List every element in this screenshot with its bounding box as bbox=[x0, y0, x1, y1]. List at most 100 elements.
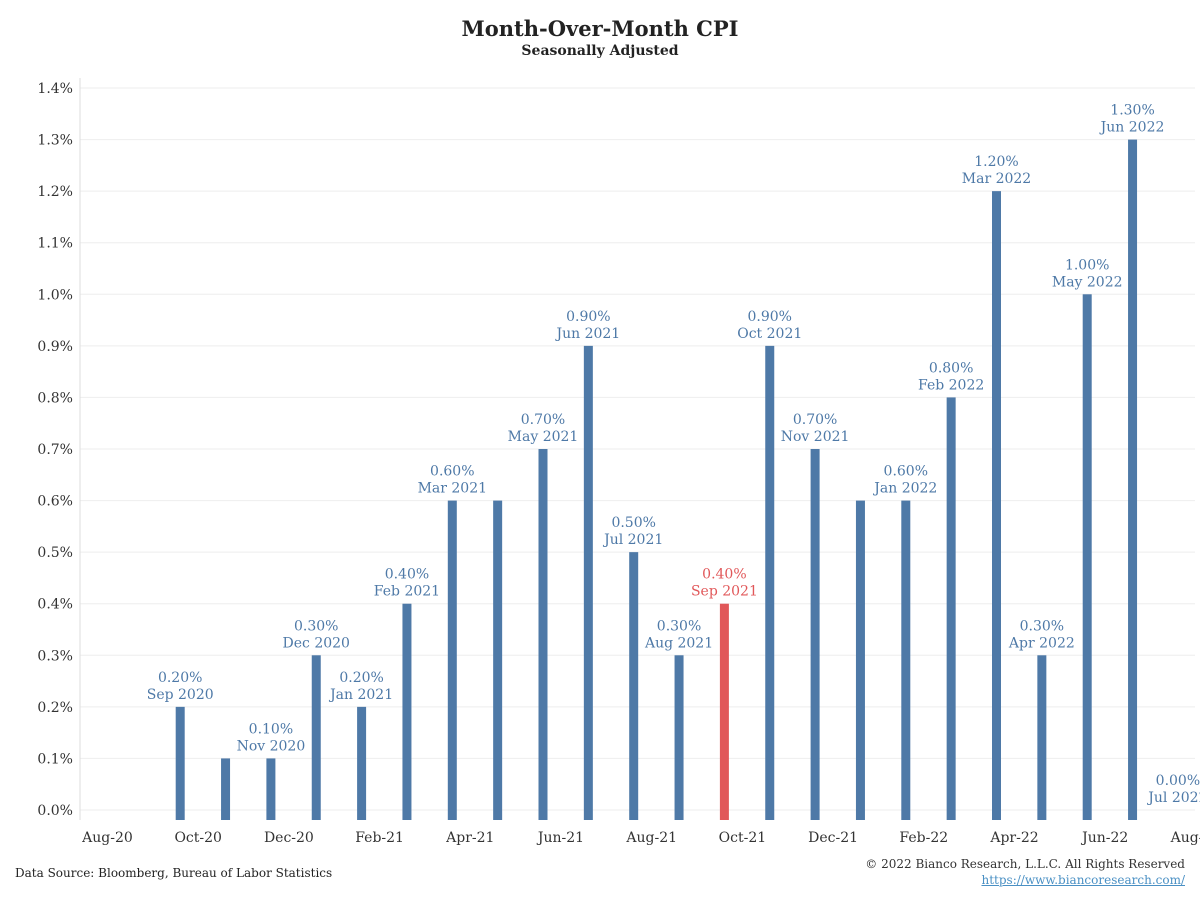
x-tick-label: Oct-20 bbox=[174, 830, 222, 846]
y-tick-label: 0.3% bbox=[37, 648, 73, 664]
y-tick-label: 0.0% bbox=[37, 803, 73, 819]
bar-apr-2021 bbox=[493, 500, 503, 820]
bar-jun-2022 bbox=[1128, 139, 1138, 821]
chart-title: Month-Over-Month CPI bbox=[461, 16, 739, 41]
x-tick-label: Dec-20 bbox=[264, 830, 314, 846]
data-label-date: Jan 2022 bbox=[872, 481, 937, 497]
x-tick-label: Aug-21 bbox=[625, 830, 677, 846]
data-label-date: May 2022 bbox=[1052, 274, 1123, 290]
data-label-value: 0.40% bbox=[702, 567, 746, 583]
data-label-value: 0.30% bbox=[1020, 618, 1064, 634]
data-label-value: 0.30% bbox=[657, 618, 701, 634]
bar-feb-2021 bbox=[402, 603, 412, 820]
data-label-value: 0.70% bbox=[521, 412, 565, 428]
bar-may-2022 bbox=[1082, 294, 1092, 820]
y-tick-label: 1.3% bbox=[37, 133, 73, 149]
data-label-value: 0.40% bbox=[385, 567, 429, 583]
bar-mar-2022 bbox=[992, 191, 1001, 821]
y-tick-label: 1.2% bbox=[37, 184, 73, 200]
data-label-date: Sep 2021 bbox=[691, 584, 758, 600]
y-tick-label: 0.4% bbox=[37, 597, 73, 613]
y-tick-label: 0.8% bbox=[37, 390, 73, 406]
y-tick-label: 0.2% bbox=[37, 700, 73, 716]
bar-dec-2020 bbox=[311, 655, 321, 820]
data-label-value: 1.30% bbox=[1110, 103, 1154, 119]
copyright-note: © 2022 Bianco Research, L.L.C. All Right… bbox=[865, 857, 1185, 871]
x-tick-label: Apr-22 bbox=[989, 830, 1038, 846]
x-axis-ticks: Aug-20 Oct-20 Dec-20 Feb-21 Apr-21 Jun-21 Aug-… bbox=[81, 830, 1200, 846]
data-label-value: 0.90% bbox=[566, 309, 610, 325]
data-label-date: Feb 2022 bbox=[918, 377, 984, 393]
data-label-date: Apr 2022 bbox=[1008, 635, 1075, 651]
data-label-date: Mar 2021 bbox=[418, 481, 487, 497]
website-link[interactable]: https://www.biancoresearch.com/ bbox=[981, 873, 1185, 887]
x-tick-label: Dec-21 bbox=[808, 830, 858, 846]
bar-aug-2021 bbox=[674, 655, 684, 820]
data-label-value: 0.20% bbox=[339, 670, 383, 686]
data-label-date: Mar 2022 bbox=[962, 171, 1031, 187]
data-label-value: 0.00% bbox=[1156, 773, 1200, 789]
data-label-date: Sep 2020 bbox=[147, 687, 214, 703]
data-label-date: Dec 2020 bbox=[283, 635, 350, 651]
y-tick-label: 1.1% bbox=[37, 236, 73, 252]
data-label-value: 0.70% bbox=[793, 412, 837, 428]
y-tick-label: 1.4% bbox=[37, 81, 73, 97]
data-label-date: May 2021 bbox=[508, 429, 579, 445]
bar-sep-2021 bbox=[719, 603, 729, 820]
data-label-date: Jul 2021 bbox=[602, 532, 663, 548]
data-source-note: Data Source: Bloomberg, Bureau of Labor … bbox=[15, 866, 333, 880]
data-label-date: Jun 2021 bbox=[554, 326, 620, 342]
bars bbox=[175, 139, 1138, 821]
x-tick-label: Jun-21 bbox=[536, 830, 584, 846]
bar-oct-2020 bbox=[221, 758, 231, 820]
data-label-value: 0.80% bbox=[929, 360, 973, 376]
bar-oct-2021 bbox=[765, 345, 775, 820]
data-label-date: Jun 2022 bbox=[1099, 120, 1165, 136]
bar-nov-2021 bbox=[810, 449, 820, 820]
data-label-date: Feb 2021 bbox=[374, 584, 440, 600]
x-tick-label: Jun-22 bbox=[1080, 830, 1128, 846]
data-label-value: 0.60% bbox=[430, 464, 474, 480]
chart-subtitle: Seasonally Adjusted bbox=[521, 43, 679, 59]
data-label-value: 0.30% bbox=[294, 618, 338, 634]
data-label-date: Oct 2021 bbox=[737, 326, 802, 342]
bar-sep-2020 bbox=[175, 706, 185, 820]
data-label-date: Nov 2020 bbox=[237, 738, 306, 754]
bar-jan-2021 bbox=[357, 706, 367, 820]
data-label-value: 0.50% bbox=[611, 515, 655, 531]
y-tick-label: 0.6% bbox=[37, 494, 73, 510]
bar-jan-2022 bbox=[901, 500, 911, 820]
x-tick-label: Aug-22 bbox=[1170, 830, 1200, 846]
x-tick-label: Feb-21 bbox=[355, 830, 404, 846]
data-label-value: 0.90% bbox=[748, 309, 792, 325]
bar-mar-2021 bbox=[447, 500, 457, 820]
y-axis-ticks: 0.0% 0.1% 0.2% 0.3% 0.4% 0.5% 0.6% 0.7% 0.8% 0.9%… bbox=[37, 81, 73, 819]
x-tick-label: Oct-21 bbox=[719, 830, 767, 846]
bar-may-2021 bbox=[538, 449, 548, 820]
y-tick-label: 0.9% bbox=[37, 339, 73, 355]
data-label-value: 0.20% bbox=[158, 670, 202, 686]
y-tick-label: 0.7% bbox=[37, 442, 73, 458]
y-tick-label: 0.1% bbox=[37, 751, 73, 767]
data-label-date: Jan 2021 bbox=[328, 687, 393, 703]
bar-feb-2022 bbox=[946, 397, 956, 820]
data-label-value: 0.60% bbox=[884, 464, 928, 480]
data-label-date: Nov 2021 bbox=[781, 429, 850, 445]
y-tick-label: 0.5% bbox=[37, 545, 73, 561]
data-label-value: 1.20% bbox=[974, 154, 1018, 170]
bar-apr-2022 bbox=[1037, 655, 1047, 820]
bar-dec-2021 bbox=[855, 500, 865, 820]
bar-jun-2021 bbox=[583, 345, 593, 820]
x-tick-label: Apr-21 bbox=[445, 830, 494, 846]
x-tick-label: Aug-20 bbox=[81, 830, 133, 846]
bar-jul-2021 bbox=[629, 552, 639, 820]
x-tick-label: Feb-22 bbox=[899, 830, 948, 846]
bar-nov-2020 bbox=[266, 758, 276, 820]
y-tick-label: 1.0% bbox=[37, 287, 73, 303]
data-label-date: Aug 2021 bbox=[644, 635, 713, 651]
data-label-date: Jul 2022 bbox=[1146, 790, 1200, 806]
data-label-value: 0.10% bbox=[249, 721, 293, 737]
data-label-value: 1.00% bbox=[1065, 257, 1109, 273]
